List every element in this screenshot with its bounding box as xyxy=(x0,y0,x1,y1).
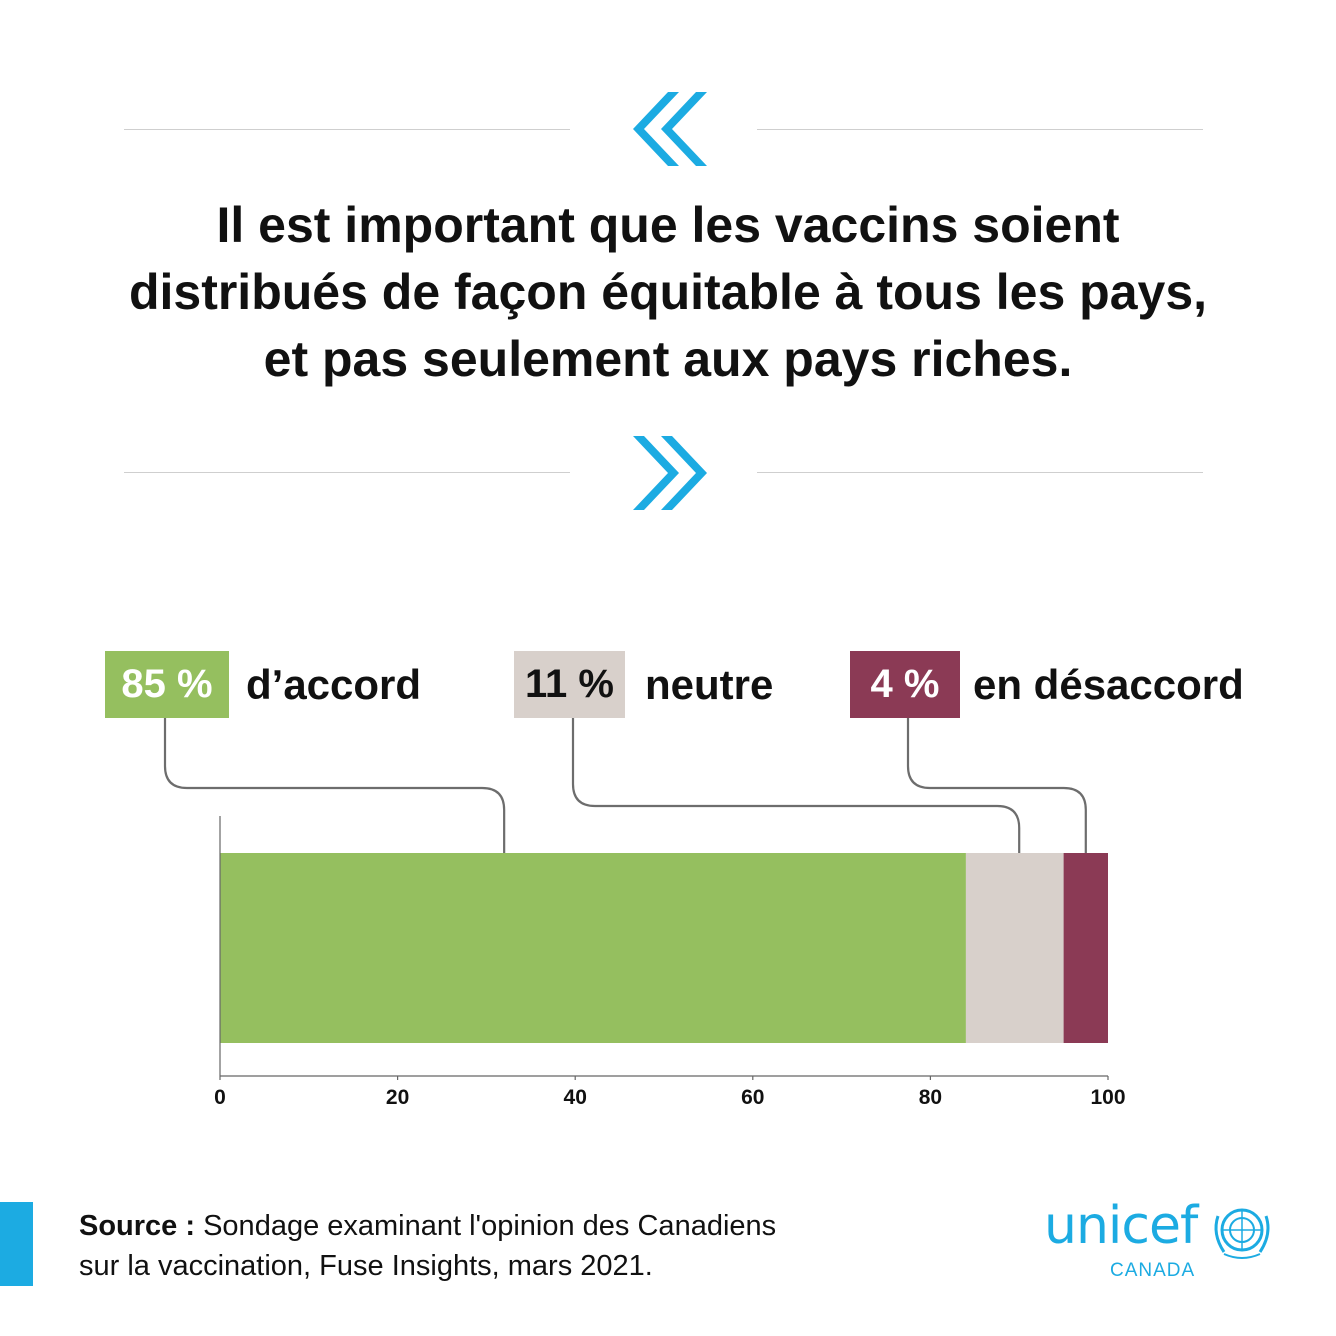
agree-label: d’accord xyxy=(246,661,422,708)
unicef-logo: unicef CANADA xyxy=(1044,1196,1284,1286)
x-tick-label: 40 xyxy=(564,1086,587,1109)
bar-segment-2 xyxy=(1063,853,1108,1043)
leader-line-2 xyxy=(906,718,1087,853)
stacked-bar-chart: 0 20 40 60 80 100 xyxy=(163,718,1126,1109)
neutral-label: neutre xyxy=(645,661,774,708)
x-tick-label: 80 xyxy=(919,1086,942,1109)
leader-line-0 xyxy=(163,718,506,853)
source-note: Source : Sondage examinant l'opinion des… xyxy=(79,1206,959,1286)
x-tick-label: 20 xyxy=(386,1086,409,1109)
quote-line: Il est important que les vaccins soient xyxy=(216,197,1120,253)
leader-line-1 xyxy=(571,718,1021,853)
agree-percent-badge: 85 % xyxy=(105,651,229,718)
quote-line: distribués de façon équitable à tous les… xyxy=(128,264,1208,320)
neutral-percent-badge: 11 % xyxy=(514,651,625,718)
divider-top-left xyxy=(124,129,570,130)
bar-segment-1 xyxy=(965,853,1064,1043)
x-tick-label: 0 xyxy=(214,1086,226,1109)
source-line-2: sur la vaccination, Fuse Insights, mars … xyxy=(79,1250,653,1282)
x-tick-label: 100 xyxy=(1090,1086,1125,1109)
right-double-chevron-icon xyxy=(633,436,707,510)
disagree-percent-badge: 4 % xyxy=(850,651,960,718)
divider-bottom-left xyxy=(124,472,570,473)
divider-bottom-right xyxy=(757,472,1203,473)
quote-text: Il est important que les vaccins soient … xyxy=(40,192,1296,393)
bar-segment-0 xyxy=(220,853,966,1043)
quote-line: et pas seulement aux pays riches. xyxy=(263,331,1073,387)
source-line-1: Sondage examinant l'opinion des Canadien… xyxy=(195,1210,777,1242)
source-prefix: Source : xyxy=(79,1210,196,1242)
logo-subtitle: CANADA xyxy=(1110,1260,1196,1281)
left-double-chevron-icon xyxy=(633,92,707,166)
accent-bar xyxy=(0,1202,33,1286)
disagree-label: en désaccord xyxy=(973,661,1244,708)
unicef-emblem-icon xyxy=(1214,1208,1270,1259)
logo-wordmark: unicef xyxy=(1044,1196,1198,1256)
x-tick-label: 60 xyxy=(741,1086,764,1109)
divider-top-right xyxy=(757,129,1203,130)
